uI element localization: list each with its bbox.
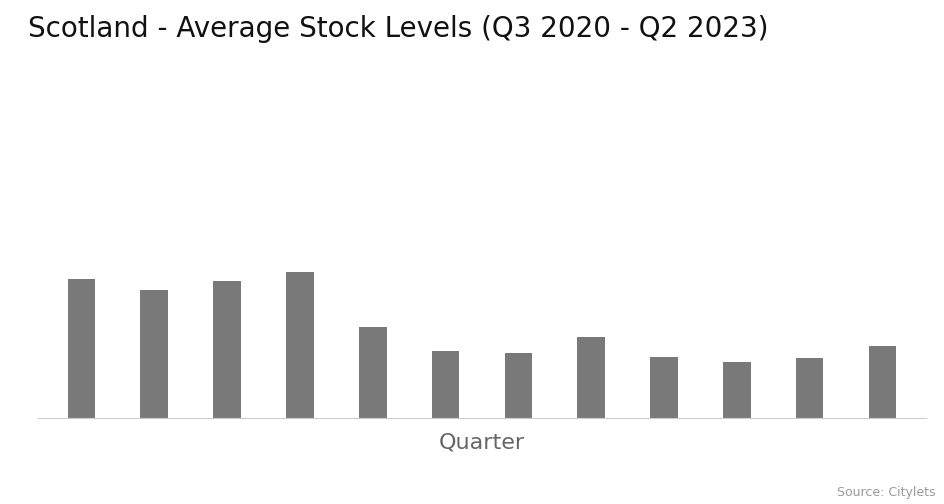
Bar bbox=[504, 353, 531, 418]
Bar bbox=[577, 337, 604, 418]
Bar bbox=[68, 279, 95, 418]
Text: Scotland - Average Stock Levels (Q3 2020 - Q2 2023): Scotland - Average Stock Levels (Q3 2020… bbox=[28, 15, 768, 43]
Bar bbox=[722, 362, 750, 418]
Bar bbox=[868, 346, 895, 418]
Bar bbox=[649, 357, 677, 418]
Bar bbox=[286, 272, 313, 418]
Bar bbox=[213, 281, 241, 418]
Bar bbox=[795, 358, 822, 418]
Bar bbox=[141, 290, 168, 418]
Bar bbox=[431, 351, 459, 418]
Text: Source: Citylets: Source: Citylets bbox=[836, 486, 935, 499]
X-axis label: Quarter: Quarter bbox=[438, 432, 525, 452]
Bar bbox=[359, 328, 386, 418]
